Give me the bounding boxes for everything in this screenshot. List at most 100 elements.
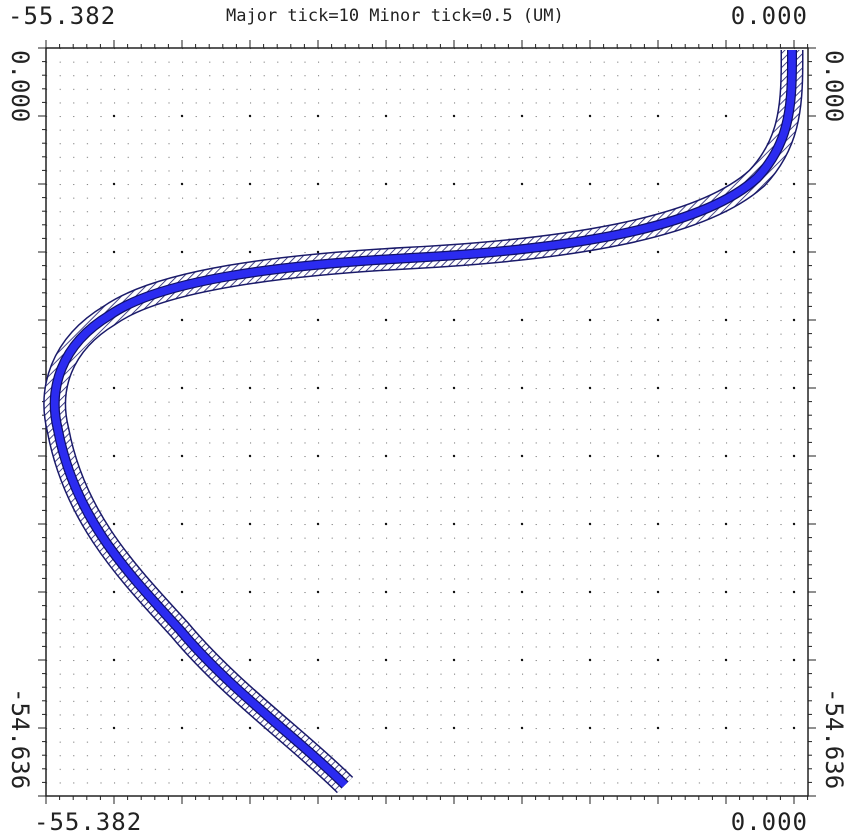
major-grid-dot — [792, 454, 796, 458]
major-grid-dot — [520, 590, 524, 594]
major-grid-dot — [452, 522, 456, 526]
major-grid-dot — [248, 658, 252, 662]
major-grid-dot — [180, 454, 184, 458]
major-grid-dot — [112, 386, 116, 390]
major-grid-dot — [656, 726, 660, 730]
grid — [46, 48, 808, 796]
major-grid-dot — [384, 318, 388, 322]
major-grid-dot — [588, 114, 592, 118]
major-grid-dot — [452, 182, 456, 186]
major-grid-dot — [384, 454, 388, 458]
major-grid-dot — [656, 182, 660, 186]
major-grid-dot — [248, 454, 252, 458]
major-grid-dot — [588, 590, 592, 594]
major-grid-dot — [588, 454, 592, 458]
major-grid-dot — [180, 386, 184, 390]
major-grid-dot — [792, 658, 796, 662]
major-grid-dot — [724, 182, 728, 186]
major-grid-dot — [316, 590, 320, 594]
x-max-label-bottom: 0.000 — [730, 808, 808, 836]
major-grid-dot — [724, 454, 728, 458]
major-grid-dot — [656, 522, 660, 526]
major-grid-dot — [112, 114, 116, 118]
major-grid-dot — [656, 658, 660, 662]
major-grid-dot — [724, 522, 728, 526]
major-grid-dot — [724, 726, 728, 730]
major-grid-dot — [384, 182, 388, 186]
major-grid-dot — [724, 658, 728, 662]
scale-title: Major tick=10 Minor tick=0.5 (UM) — [226, 6, 564, 26]
major-grid-dot — [588, 522, 592, 526]
major-grid-dot — [520, 454, 524, 458]
major-grid-dot — [520, 658, 524, 662]
major-grid-dot — [724, 114, 728, 118]
major-grid-dot — [724, 590, 728, 594]
major-grid-dot — [452, 726, 456, 730]
major-grid-dot — [792, 250, 796, 254]
major-grid-dot — [452, 114, 456, 118]
major-grid-dot — [316, 386, 320, 390]
major-grid-dot — [316, 522, 320, 526]
major-grid-dot — [180, 658, 184, 662]
major-grid-dot — [792, 318, 796, 322]
major-grid-dot — [588, 318, 592, 322]
waveguide-core — [51, 50, 796, 788]
major-grid-dot — [792, 386, 796, 390]
major-grid-dot — [248, 726, 252, 730]
major-grid-dot — [316, 726, 320, 730]
major-grid-dot — [656, 590, 660, 594]
major-grid-dot — [316, 658, 320, 662]
major-grid-dot — [656, 386, 660, 390]
major-grid-dot — [112, 250, 116, 254]
major-grid-dot — [452, 590, 456, 594]
major-grid-dot — [384, 522, 388, 526]
major-grid-dot — [112, 590, 116, 594]
major-grid-dot — [656, 114, 660, 118]
major-grid-dot — [112, 726, 116, 730]
major-grid-dot — [180, 250, 184, 254]
major-grid-dot — [588, 726, 592, 730]
major-grid-dot — [316, 182, 320, 186]
major-grid-dot — [248, 250, 252, 254]
major-grid-dot — [656, 250, 660, 254]
major-grid-dot — [180, 182, 184, 186]
major-grid-dot — [112, 522, 116, 526]
major-grid-dot — [180, 590, 184, 594]
major-grid-dot — [792, 590, 796, 594]
major-grid-dot — [248, 522, 252, 526]
major-grid-dot — [588, 386, 592, 390]
waveguide[interactable] — [43, 50, 804, 794]
major-grid-dot — [180, 726, 184, 730]
major-grid-dot — [248, 386, 252, 390]
x-min-label-bottom: -55.382 — [34, 808, 143, 836]
major-grid-dot — [724, 250, 728, 254]
major-grid-dot — [452, 318, 456, 322]
major-grid-dot — [112, 658, 116, 662]
major-grid-dot — [384, 658, 388, 662]
major-grid-dot — [724, 386, 728, 390]
major-grid-dot — [520, 522, 524, 526]
x-min-label-top: -55.382 — [8, 2, 117, 30]
major-grid-dot — [248, 318, 252, 322]
major-grid-dot — [248, 590, 252, 594]
major-grid-dot — [588, 658, 592, 662]
major-grid-dot — [180, 318, 184, 322]
major-grid-dot — [520, 182, 524, 186]
major-grid-dot — [180, 114, 184, 118]
major-grid-dot — [656, 318, 660, 322]
major-grid-dot — [112, 454, 116, 458]
major-grid-dot — [520, 386, 524, 390]
major-grid-dot — [452, 454, 456, 458]
major-grid-dot — [316, 318, 320, 322]
major-grid-dot — [792, 726, 796, 730]
major-grid-dot — [588, 182, 592, 186]
major-grid-dot — [384, 726, 388, 730]
major-grid-dot — [384, 114, 388, 118]
major-grid-dot — [316, 454, 320, 458]
major-grid-dot — [724, 318, 728, 322]
major-grid-dot — [180, 522, 184, 526]
major-grid-dot — [384, 386, 388, 390]
major-grid-dot — [248, 114, 252, 118]
major-grid-dot — [316, 114, 320, 118]
